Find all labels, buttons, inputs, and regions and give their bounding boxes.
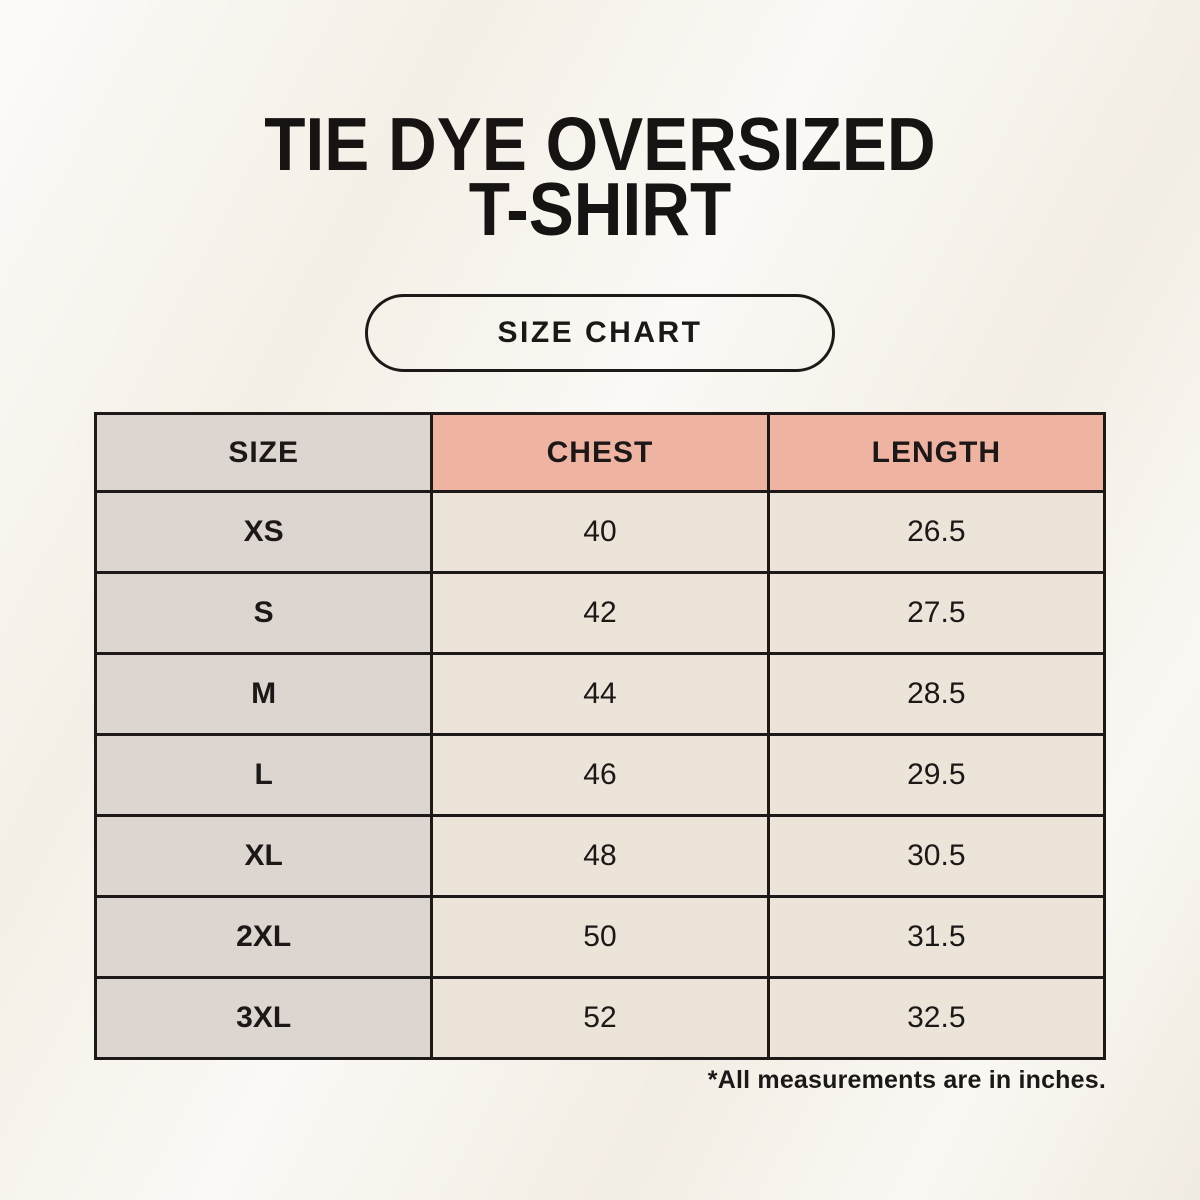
chest-value: 40 xyxy=(430,490,770,574)
length-value: 30.5 xyxy=(766,814,1107,898)
page-title-line-1: TIE DYE OVERSIZED xyxy=(264,102,936,186)
column-header-size: SIZE xyxy=(93,412,434,493)
page-title-line-2: T-SHIRT xyxy=(468,167,732,251)
length-value: 27.5 xyxy=(766,571,1107,655)
size-table: SIZE CHEST LENGTH XS 40 26.5 S 42 27.5 M… xyxy=(93,412,1107,1060)
table-row-xl: XL 48 30.5 xyxy=(93,814,1107,898)
length-value: 32.5 xyxy=(766,976,1107,1060)
size-label: XL xyxy=(93,814,434,898)
size-label: S xyxy=(93,571,434,655)
size-label: L xyxy=(93,733,434,817)
table-row-s: S 42 27.5 xyxy=(93,571,1107,655)
length-value: 31.5 xyxy=(766,895,1107,979)
size-label: 3XL xyxy=(93,976,434,1060)
chest-value: 50 xyxy=(430,895,770,979)
table-row-3xl: 3XL 52 32.5 xyxy=(93,976,1107,1060)
chest-value: 48 xyxy=(430,814,770,898)
size-chart-button[interactable]: SIZE CHART xyxy=(365,294,835,372)
size-table-body: XS 40 26.5 S 42 27.5 M 44 28.5 L 46 29.5… xyxy=(93,490,1107,1060)
size-label: M xyxy=(93,652,434,736)
chest-value: 46 xyxy=(430,733,770,817)
length-value: 28.5 xyxy=(766,652,1107,736)
table-row-2xl: 2XL 50 31.5 xyxy=(93,895,1107,979)
size-label: XS xyxy=(93,490,434,574)
table-row-m: M 44 28.5 xyxy=(93,652,1107,736)
chest-value: 44 xyxy=(430,652,770,736)
column-header-length: LENGTH xyxy=(766,412,1107,493)
measurements-footnote: *All measurements are in inches. xyxy=(707,1066,1106,1094)
page-title: TIE DYE OVERSIZED T-SHIRT xyxy=(0,102,1200,251)
length-value: 26.5 xyxy=(766,490,1107,574)
chest-value: 42 xyxy=(430,571,770,655)
table-header-row: SIZE CHEST LENGTH xyxy=(93,412,1107,493)
size-table-header: SIZE CHEST LENGTH xyxy=(93,412,1107,493)
column-header-chest: CHEST xyxy=(430,412,770,493)
chest-value: 52 xyxy=(430,976,770,1060)
size-label: 2XL xyxy=(93,895,434,979)
table-row-l: L 46 29.5 xyxy=(93,733,1107,817)
table-row-xs: XS 40 26.5 xyxy=(93,490,1107,574)
length-value: 29.5 xyxy=(766,733,1107,817)
